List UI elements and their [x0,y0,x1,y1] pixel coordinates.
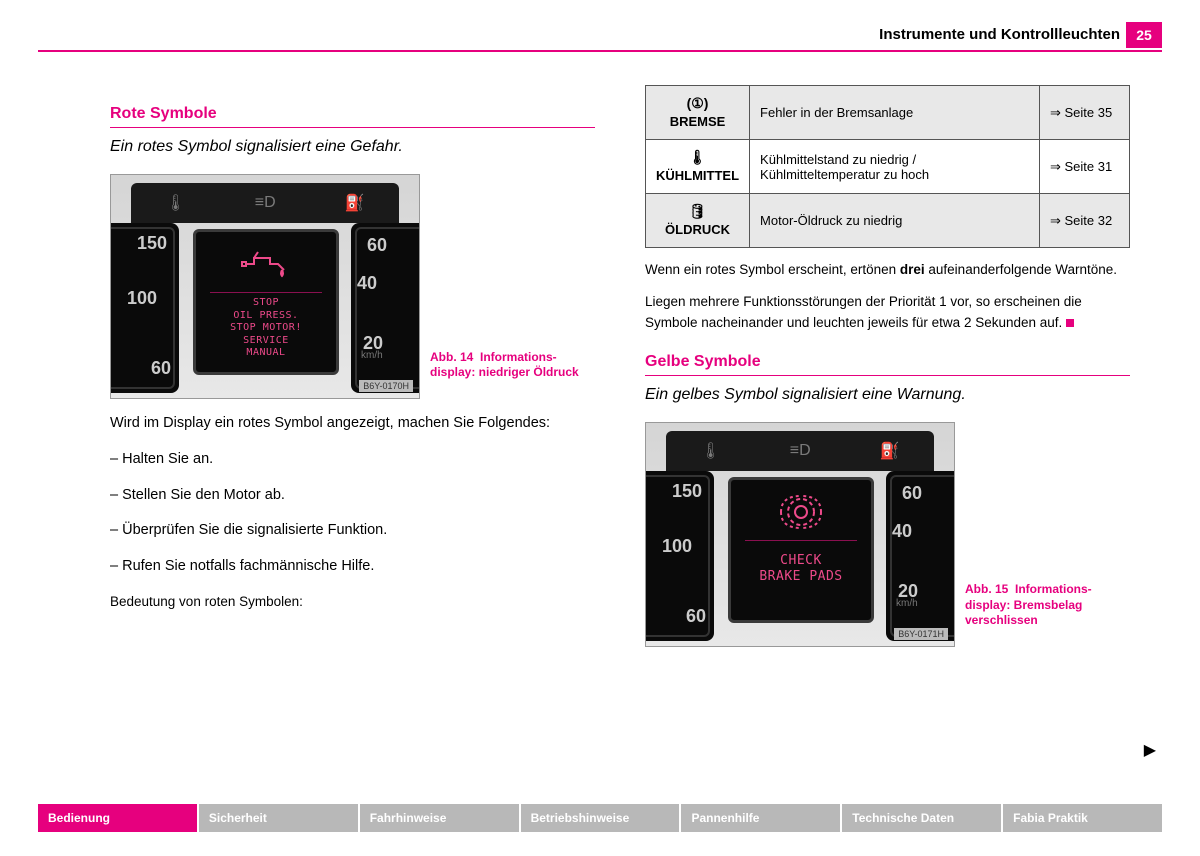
fuel-icon: ⛽ [345,193,365,213]
gauge-num: 40 [357,273,377,294]
gauge-num: 60 [151,358,171,379]
caption-prefix: Abb. 15 [965,582,1008,596]
gauge-num: 100 [662,536,692,557]
para-multiple-faults: Liegen mehrere Funktionsstörungen der Pr… [645,292,1130,333]
tab-fahrhinweise[interactable]: Fahrhinweise [360,804,519,832]
oil-pressure-icon [204,240,328,288]
coolant-icon: 🌡 [656,148,739,166]
figure-id-label: B6Y-0171H [894,628,948,640]
table-row: 🌡KÜHLMITTEL Kühlmittelstand zu niedrig /… [646,140,1130,194]
tab-bedienung[interactable]: Bedienung [38,804,197,832]
tab-fabia-praktik[interactable]: Fabia Praktik [1003,804,1162,832]
content-area: Rote Symbole Ein rotes Symbol signalisie… [110,85,1130,776]
ref-cell: ⇒ Seite 35 [1040,86,1130,140]
figure-15-caption: Abb. 15 Informations-display: Bremsbelag… [965,582,1125,629]
gauge-num: 40 [892,521,912,542]
figure-15-row: 🌡 ≡D ⛽ 150 100 60 20 40 60 km/h [645,422,1130,647]
speedometer-gauge: 20 40 60 km/h [351,223,420,393]
steps-list: Halten Sie an. Stellen Sie den Motor ab.… [128,449,595,578]
high-beam-icon: ≡D [255,194,276,212]
info-display: CHECK BRAKE PADS [728,477,874,623]
gauge-num: 20 [898,581,918,602]
tachometer-gauge: 150 100 60 [645,471,714,641]
symbol-cell: 🌡KÜHLMITTEL [646,140,750,194]
tab-technische-daten[interactable]: Technische Daten [842,804,1001,832]
gauge-num: 150 [137,233,167,254]
step-item: Überprüfen Sie die signalisierte Funktio… [128,520,595,542]
unit-label: km/h [896,598,918,609]
symbol-cell: (①)BREMSE [646,86,750,140]
speedometer-gauge: 20 40 60 km/h [886,471,955,641]
coolant-temp-icon: 🌡 [700,441,720,461]
continue-arrow-icon: ▶ [1144,740,1156,760]
display-divider [210,292,322,293]
desc-cell: Motor-Öldruck zu niedrig [750,194,1040,248]
left-column: Rote Symbole Ein rotes Symbol signalisie… [110,85,595,776]
display-warning-text: CHECK BRAKE PADS [759,553,842,586]
dash-top-bar: 🌡 ≡D ⛽ [131,183,399,223]
chapter-title: Instrumente und Kontrollleuchten [879,26,1120,43]
right-column: (①)BREMSE Fehler in der Bremsanlage ⇒ Se… [645,85,1130,776]
para-warn-tones: Wenn ein rotes Symbol erscheint, ertönen… [645,260,1130,280]
meaning-label: Bedeutung von roten Symbolen: [110,592,595,612]
display-warning-text: STOP OIL PRESS. STOP MOTOR! SERVICE MANU… [230,297,302,360]
intro-text: Wird im Display ein rotes Symbol angezei… [110,413,595,435]
caption-prefix: Abb. 14 [430,350,473,364]
dash-top-bar: 🌡 ≡D ⛽ [666,431,934,471]
step-item: Halten Sie an. [128,449,595,471]
footer-tabs: Bedienung Sicherheit Fahrhinweise Betrie… [38,804,1162,832]
table-row: 🛢ÖLDRUCK Motor-Öldruck zu niedrig ⇒ Seit… [646,194,1130,248]
gauge-num: 60 [902,483,922,504]
info-display: STOP OIL PRESS. STOP MOTOR! SERVICE MANU… [193,229,339,375]
tab-betriebshinweise[interactable]: Betriebshinweise [521,804,680,832]
tachometer-gauge: 150 100 60 [110,223,179,393]
bold-drei: drei [900,262,925,277]
gauge-num: 150 [672,481,702,502]
page-number-badge: 25 [1126,22,1162,48]
section-title-yellow: Gelbe Symbole [645,353,1130,376]
end-marker-icon [1066,319,1074,327]
figure-14: 🌡 ≡D ⛽ 150 100 60 20 40 60 km/h [110,174,420,399]
ref-cell: ⇒ Seite 32 [1040,194,1130,248]
step-item: Rufen Sie notfalls fachmännische Hilfe. [128,556,595,578]
figure-15: 🌡 ≡D ⛽ 150 100 60 20 40 60 km/h [645,422,955,647]
coolant-temp-icon: 🌡 [165,193,185,213]
fuel-icon: ⛽ [880,441,900,461]
desc-cell: Fehler in der Bremsanlage [750,86,1040,140]
figure-14-row: 🌡 ≡D ⛽ 150 100 60 20 40 60 km/h [110,174,595,399]
step-item: Stellen Sie den Motor ab. [128,485,595,507]
ref-cell: ⇒ Seite 31 [1040,140,1130,194]
tab-pannenhilfe[interactable]: Pannenhilfe [681,804,840,832]
symbol-cell: 🛢ÖLDRUCK [646,194,750,248]
gauge-num: 60 [686,606,706,627]
display-divider [745,540,857,541]
gauge-num: 60 [367,235,387,256]
unit-label: km/h [361,350,383,361]
section-subtitle-yellow: Ein gelbes Symbol signalisiert eine Warn… [645,386,1130,404]
desc-cell: Kühlmittelstand zu niedrig / Kühlmittelt… [750,140,1040,194]
high-beam-icon: ≡D [790,442,811,460]
figure-14-caption: Abb. 14 Informations-display: niedriger … [430,350,590,381]
symbol-table: (①)BREMSE Fehler in der Bremsanlage ⇒ Se… [645,85,1130,248]
gauge-num: 100 [127,288,157,309]
section-title-red: Rote Symbole [110,105,595,128]
gauge-num: 20 [363,333,383,354]
brake-pad-icon [739,488,863,536]
figure-id-label: B6Y-0170H [359,380,413,392]
section-subtitle-red: Ein rotes Symbol signalisiert eine Gefah… [110,138,595,156]
table-row: (①)BREMSE Fehler in der Bremsanlage ⇒ Se… [646,86,1130,140]
brake-warning-icon: (①) [656,94,739,112]
oil-icon: 🛢 [656,202,739,220]
tab-sicherheit[interactable]: Sicherheit [199,804,358,832]
